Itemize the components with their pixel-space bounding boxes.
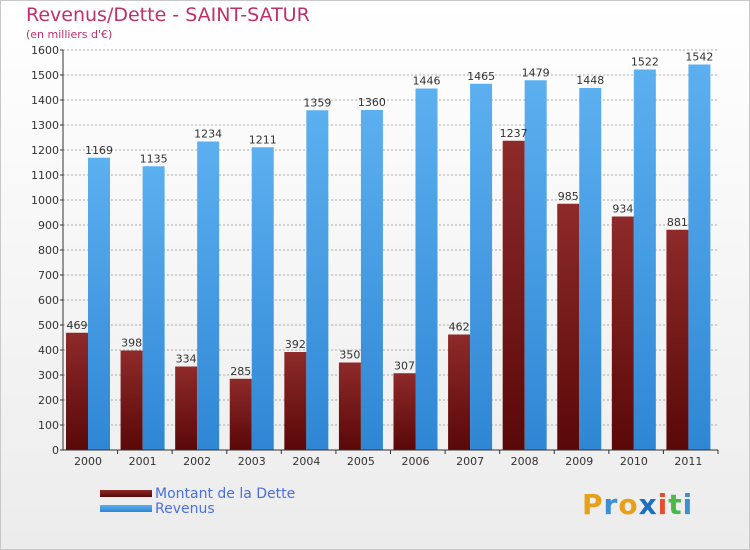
y-tick-label: 500 [38,319,59,332]
x-tick-label: 2004 [292,455,320,468]
x-tick-label: 2010 [620,455,648,468]
logo-letter: x [638,488,658,521]
x-tick-label: 2000 [74,455,102,468]
y-tick-label: 800 [38,244,59,257]
axes [60,49,719,454]
data-label: 1211 [249,133,277,146]
legend-swatch-revenus [100,505,152,512]
logo-letter: i [657,488,669,521]
x-tick-label: 2008 [511,455,539,468]
x-tick-label: 2002 [183,455,211,468]
bar-dette [229,378,252,450]
bar-revenus [251,147,274,450]
bar-dette [120,350,143,450]
bar-revenus [197,141,220,450]
data-label: 1234 [194,128,222,141]
data-label: 398 [121,337,142,350]
x-tick-label: 2005 [347,455,375,468]
bar-dette [557,203,580,450]
y-tick-label: 1400 [31,94,59,107]
data-label: 1448 [576,74,604,87]
y-tick-label: 600 [38,294,59,307]
y-tick-label: 1200 [31,144,59,157]
bar-dette [66,332,88,450]
data-label: 881 [667,216,688,229]
logo-letter: o [618,488,639,521]
data-label: 1237 [500,127,528,140]
logo-letter: t [668,488,683,521]
bar-dette [393,373,416,450]
bar-revenus [633,69,656,450]
bar-dette [448,334,471,450]
legend: Montant de la Dette Revenus [100,485,296,517]
x-tick-label: 2006 [402,455,430,468]
bar-dette [284,352,307,450]
y-tick-label: 0 [52,444,59,457]
bar-revenus [579,88,602,450]
y-tick-label: 1100 [31,169,59,182]
y-tick-label: 1500 [31,69,59,82]
data-label: 307 [394,359,415,372]
bar-revenus [142,166,165,450]
y-tick-label: 400 [38,344,59,357]
data-label: 934 [612,203,633,216]
data-label: 1359 [303,96,331,109]
y-tick-label: 1000 [31,194,59,207]
bars [66,64,711,450]
bar-dette [338,362,361,450]
y-tick-label: 900 [38,219,59,232]
bar-revenus [524,80,547,450]
data-label: 350 [339,349,360,362]
x-tick-label: 2007 [456,455,484,468]
chart-title: Revenus/Dette - SAINT-SATUR [26,4,310,26]
y-tick-label: 1600 [31,44,59,57]
data-label: 334 [176,353,197,366]
bar-dette [666,229,689,450]
data-label: 392 [285,338,306,351]
labels: 0 100 200 300 400 500 600 700 800 900 1000 1100 1200… [31,44,713,468]
data-label: 1522 [631,56,659,69]
bar-revenus [88,157,110,450]
bar-revenus [306,110,329,450]
bar-dette [175,366,198,450]
data-label: 1169 [85,144,113,157]
bar-revenus [360,110,383,450]
legend-item-revenus: Revenus [100,500,295,517]
bar-dette [502,140,525,450]
chart-subtitle: (en milliers d'€) [26,28,113,41]
data-label: 985 [558,190,579,203]
data-label: 1479 [522,66,550,79]
logo-letter: i [682,488,694,521]
data-label: 1446 [413,75,441,88]
data-label: 1542 [685,51,713,64]
data-label: 1135 [140,152,168,165]
bar-revenus [688,64,711,450]
y-tick-label: 100 [38,419,59,432]
y-tick-label: 200 [38,394,59,407]
data-label: 285 [230,365,251,378]
bar-dette [611,216,634,450]
y-tick-label: 700 [38,269,59,282]
y-tick-label: 300 [38,369,59,382]
gridlines [63,49,718,426]
x-tick-label: 2001 [129,455,157,468]
x-tick-label: 2009 [565,455,593,468]
x-tick-label: 2003 [238,455,266,468]
data-label: 1360 [358,96,386,109]
legend-label-dette: Montant de la Dette [155,485,296,502]
x-tick-label: 2011 [674,455,702,468]
y-tick-label: 1300 [31,119,59,132]
data-label: 469 [67,319,88,332]
legend-swatch-dette [100,490,152,497]
legend-label-revenus: Revenus [155,500,215,517]
data-label: 462 [449,321,470,334]
proxiti-logo: Proxiti [582,488,693,521]
bar-revenus [470,83,493,450]
bar-revenus [415,88,438,450]
logo-letter: P [582,488,604,521]
legend-item-dette: Montant de la Dette [100,485,296,502]
logo-letter: r [603,488,619,521]
data-label: 1465 [467,70,495,83]
